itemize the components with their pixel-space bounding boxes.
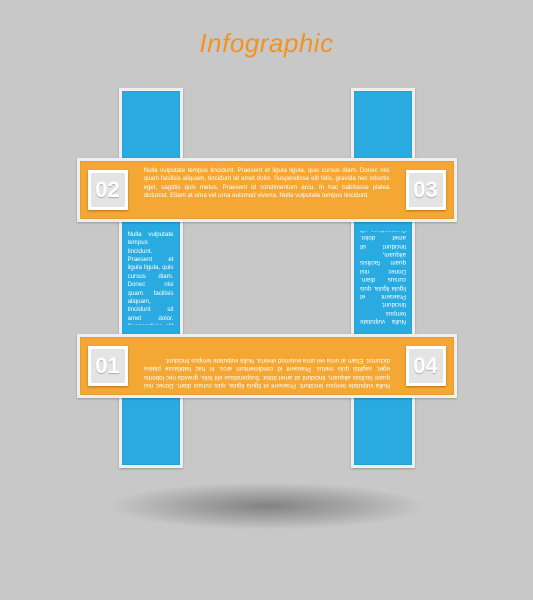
vertical-bar-right-text: Nulla vulputate tempus tincidunt. Praese… (360, 231, 406, 325)
vertical-bar-left: Nulla vulputate tempus tincidunt. Praese… (119, 88, 183, 468)
drop-shadow (107, 482, 427, 530)
vertical-bar-left-text: Nulla vulputate tempus tincidunt. Praese… (128, 231, 174, 325)
step-badge-03: 03 (406, 170, 446, 210)
horizontal-bar-top-text: Nulla vulputate tempus tincidunt. Praese… (144, 167, 390, 213)
step-badge-02: 02 (88, 170, 128, 210)
horizontal-bar-bottom-text: Nulla vulputate tempus tincidunt. Praese… (144, 343, 390, 389)
infographic-title: Infographic (0, 28, 533, 59)
step-badge-01: 01 (88, 346, 128, 386)
horizontal-bar-bottom: 01 Nulla vulputate tempus tincidunt. Pra… (77, 334, 457, 398)
step-badge-04: 04 (406, 346, 446, 386)
infographic-stage: Nulla vulputate tempus tincidunt. Praese… (77, 88, 457, 468)
vertical-bar-right: Nulla vulputate tempus tincidunt. Praese… (351, 88, 415, 468)
horizontal-bar-top: 02 Nulla vulputate tempus tincidunt. Pra… (77, 158, 457, 222)
